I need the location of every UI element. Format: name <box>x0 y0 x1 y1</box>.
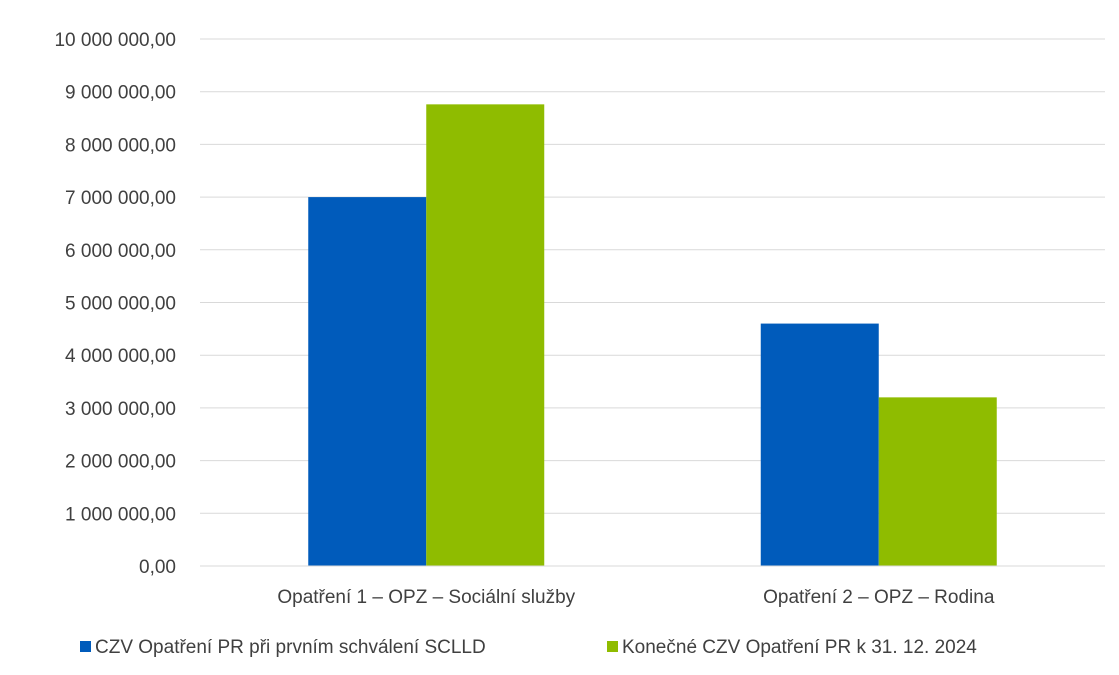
bars <box>308 104 997 567</box>
y-tick-label: 2 000 000,00 <box>65 452 176 473</box>
bar-series-1-category-2 <box>760 323 879 566</box>
y-tick-label: 0,00 <box>139 557 176 578</box>
legend: CZV Opatření PR při prvním schválení SCL… <box>80 637 977 658</box>
y-tick-label: 9 000 000,00 <box>65 83 176 104</box>
bar-series-2-category-2 <box>878 397 997 566</box>
y-tick-label: 5 000 000,00 <box>65 294 176 315</box>
legend-swatch <box>80 641 91 652</box>
y-axis-tick-labels: 0,00 1 000 000,00 2 000 000,00 3 000 000,00… <box>54 30 176 578</box>
y-tick-label: 4 000 000,00 <box>65 346 176 367</box>
y-tick-label: 6 000 000,00 <box>65 241 176 262</box>
y-tick-label: 7 000 000,00 <box>65 188 176 209</box>
bar-series-1-category-1 <box>308 197 427 566</box>
legend-label: CZV Opatření PR při prvním schválení SCL… <box>95 637 486 658</box>
category-label: Opatření 2 – OPZ – Rodina <box>763 587 995 608</box>
category-labels: Opatření 1 – OPZ – Sociální služby Opatře… <box>277 587 994 608</box>
y-tick-label: 10 000 000,00 <box>54 30 176 51</box>
y-tick-label: 8 000 000,00 <box>65 135 176 156</box>
legend-label: Konečné CZV Opatření PR k 31. 12. 2024 <box>622 637 977 658</box>
bar-series-2-category-1 <box>426 104 545 567</box>
legend-swatch <box>607 641 618 652</box>
category-label: Opatření 1 – OPZ – Sociální služby <box>277 587 575 608</box>
y-tick-label: 3 000 000,00 <box>65 399 176 420</box>
y-tick-label: 1 000 000,00 <box>65 504 176 525</box>
